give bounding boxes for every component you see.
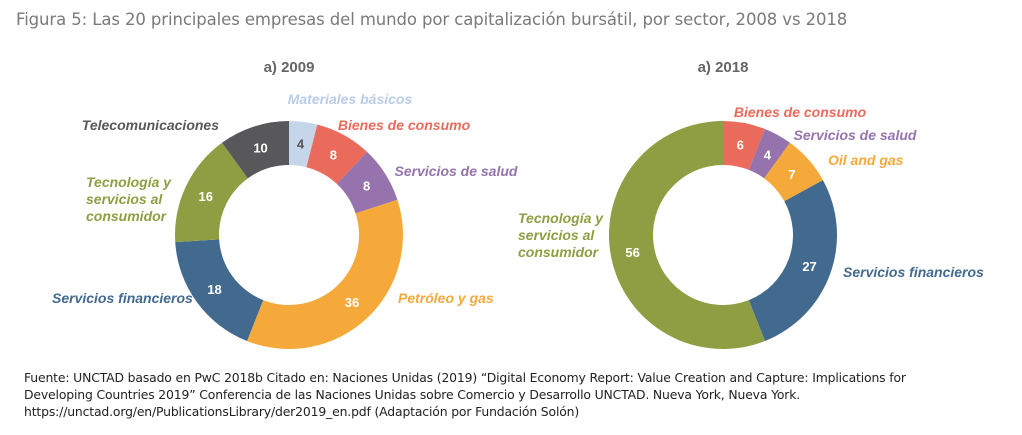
slice-category-label: Servicios de salud <box>395 163 518 179</box>
slice-category-label: Telecomunicaciones <box>82 117 219 133</box>
donut-slice <box>764 142 823 202</box>
slice-category-label: Petróleo y gas <box>398 290 494 306</box>
slice-value-label: 10 <box>253 141 267 156</box>
donut-slice <box>247 199 403 349</box>
slice-category-label: Bienes de consumo <box>734 104 867 120</box>
slice-category-label: Bienes de consumo <box>338 117 471 133</box>
slice-value-label: 8 <box>330 147 337 162</box>
donut-slice <box>289 121 318 168</box>
donut-slice <box>723 121 765 170</box>
slice-value-label: 16 <box>199 189 213 204</box>
donut-slice <box>336 151 398 214</box>
slice-value-label: 7 <box>788 167 795 182</box>
donut-slice <box>175 239 264 341</box>
donut-slice <box>609 121 765 349</box>
slice-value-label: 56 <box>625 245 639 260</box>
slice-value-label: 4 <box>297 137 305 152</box>
slice-category-label: Oil and gas <box>828 152 904 168</box>
chart-title-2018: a) 2018 <box>698 59 749 76</box>
slice-category-label: Materiales básicos <box>288 91 413 107</box>
source-line: Developing Countries 2019” Conferencia d… <box>24 387 801 402</box>
slice-category-label: Servicios financieros <box>52 290 193 306</box>
donut-slice <box>306 124 368 184</box>
source-line: https://unctad.org/en/PublicationsLibrar… <box>24 404 580 419</box>
source-note: Fuente: UNCTAD basado en PwC 2018b Citad… <box>24 369 1014 420</box>
figure-title: Figura 5: Las 20 principales empresas de… <box>16 10 848 29</box>
slice-value-label: 27 <box>802 259 816 274</box>
donut-slice <box>221 121 289 179</box>
slice-category-label: Servicios de salud <box>794 127 917 143</box>
slice-category-label: Tecnología y servicios al consumidor <box>518 210 604 260</box>
slice-value-label: 4 <box>764 147 772 162</box>
slice-value-label: 8 <box>363 179 370 194</box>
source-line: Fuente: UNCTAD basado en PwC 2018b Citad… <box>24 370 906 385</box>
donut-slice <box>748 180 838 341</box>
slice-value-label: 18 <box>207 282 221 297</box>
slice-value-label: 6 <box>737 138 744 153</box>
donut-slice <box>175 142 248 243</box>
slice-value-label: 36 <box>345 295 359 310</box>
chart-title-2009: a) 2009 <box>264 59 315 76</box>
slice-category-label: Tecnología y servicios al consumidor <box>86 174 172 224</box>
donut-chart-2018: a) 2018 6 Bienes de consumo 4 Servicios de … <box>518 59 984 349</box>
slice-category-label: Servicios financieros <box>843 264 984 280</box>
donut-slice <box>748 129 791 179</box>
